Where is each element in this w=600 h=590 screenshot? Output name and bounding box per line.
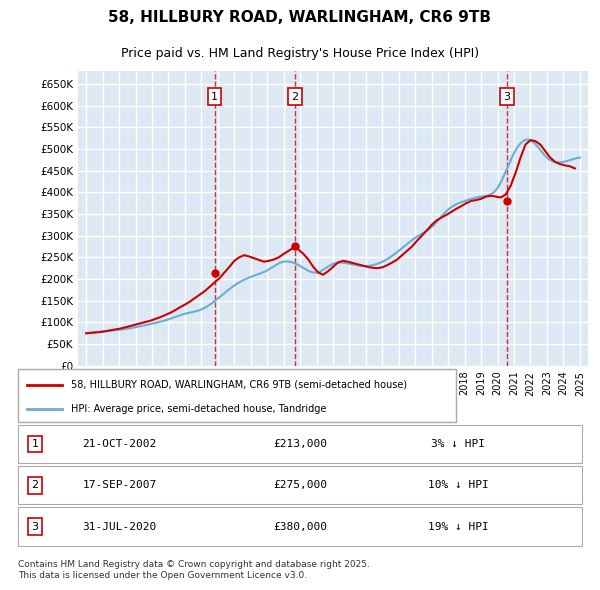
Text: Price paid vs. HM Land Registry's House Price Index (HPI): Price paid vs. HM Land Registry's House …: [121, 47, 479, 60]
Text: 10% ↓ HPI: 10% ↓ HPI: [428, 480, 488, 490]
Text: 3% ↓ HPI: 3% ↓ HPI: [431, 439, 485, 449]
Text: £213,000: £213,000: [273, 439, 327, 449]
Text: £275,000: £275,000: [273, 480, 327, 490]
FancyBboxPatch shape: [18, 466, 582, 504]
Text: 2: 2: [292, 92, 299, 102]
Text: 58, HILLBURY ROAD, WARLINGHAM, CR6 9TB (semi-detached house): 58, HILLBURY ROAD, WARLINGHAM, CR6 9TB (…: [71, 380, 407, 389]
Text: 3: 3: [31, 522, 38, 532]
Text: £380,000: £380,000: [273, 522, 327, 532]
Text: 19% ↓ HPI: 19% ↓ HPI: [428, 522, 488, 532]
Text: HPI: Average price, semi-detached house, Tandridge: HPI: Average price, semi-detached house,…: [71, 404, 326, 414]
Text: 17-SEP-2007: 17-SEP-2007: [82, 480, 157, 490]
Text: 1: 1: [31, 439, 38, 449]
Text: Contains HM Land Registry data © Crown copyright and database right 2025.
This d: Contains HM Land Registry data © Crown c…: [18, 560, 370, 579]
Text: 3: 3: [503, 92, 511, 102]
Text: 1: 1: [211, 92, 218, 102]
Text: 2: 2: [31, 480, 38, 490]
FancyBboxPatch shape: [18, 507, 582, 546]
Text: 21-OCT-2002: 21-OCT-2002: [82, 439, 157, 449]
FancyBboxPatch shape: [18, 425, 582, 463]
FancyBboxPatch shape: [18, 369, 456, 422]
Text: 31-JUL-2020: 31-JUL-2020: [82, 522, 157, 532]
Text: 58, HILLBURY ROAD, WARLINGHAM, CR6 9TB: 58, HILLBURY ROAD, WARLINGHAM, CR6 9TB: [109, 10, 491, 25]
